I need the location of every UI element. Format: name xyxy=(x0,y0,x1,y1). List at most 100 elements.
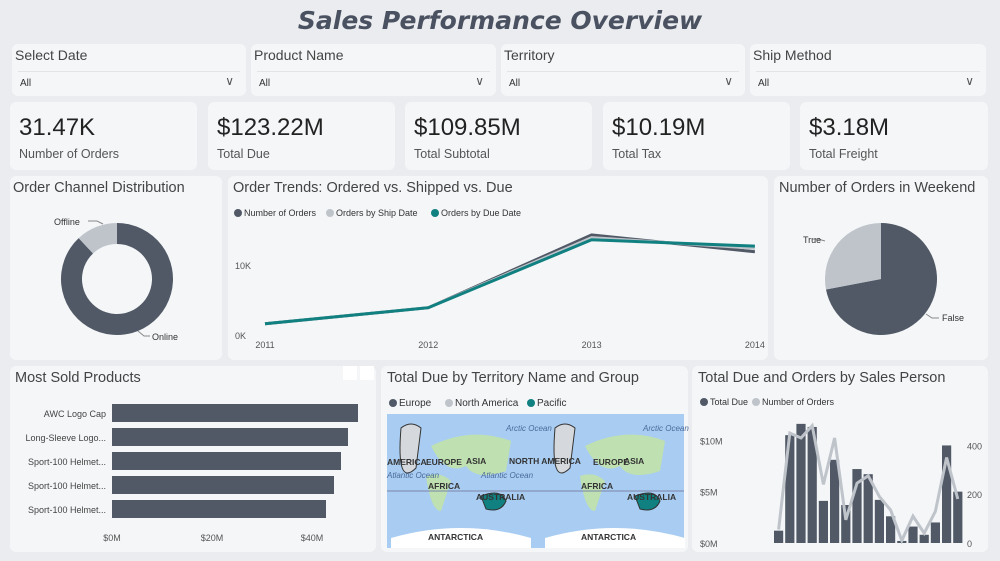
y-right-tick-label: 0 xyxy=(967,539,972,549)
y-tick-label: 0K xyxy=(235,331,246,341)
kpi-value: $10.19M xyxy=(612,114,706,141)
land-eurasia xyxy=(585,434,665,475)
x-tick-label: $0M xyxy=(103,533,121,543)
filter-product-name[interactable]: Product Name All ∨ xyxy=(251,44,496,96)
map-label: EUROPE xyxy=(593,457,629,467)
bar-chart: AWC Logo Cap Long-Sleeve Logo... Sport-100… xyxy=(25,366,374,543)
kpi-label: Total Freight xyxy=(809,147,878,161)
focus-mode-icon xyxy=(343,366,357,380)
dropdown[interactable]: All ∨ xyxy=(257,71,490,91)
y-tick-label: 10K xyxy=(235,261,251,271)
dropdown-value: All xyxy=(20,78,32,89)
filter-ship-method[interactable]: Ship Method All ∨ xyxy=(750,44,986,96)
bar xyxy=(112,500,326,518)
leader-line xyxy=(812,238,826,242)
map-label: Atlantic Ocean xyxy=(480,471,534,480)
map-label: ASIA xyxy=(466,456,486,466)
kpi-value: $3.18M xyxy=(809,114,890,141)
kpi-total-due: $123.22M Total Due xyxy=(208,102,395,170)
map-label: Arctic Ocean xyxy=(642,424,689,433)
territory-map-card: Total Due by Territory Name and Group Eu… xyxy=(381,366,689,552)
chevron-down-icon[interactable]: ∨ xyxy=(475,74,484,88)
legend-marker xyxy=(527,399,535,407)
map-label: ANTARCTICA xyxy=(581,532,636,542)
north-america-region xyxy=(553,423,576,474)
legend-marker xyxy=(700,398,708,406)
x-tick-label: $40M xyxy=(301,533,324,543)
bar xyxy=(886,516,896,543)
bar xyxy=(874,499,884,543)
map-label: EUROPE xyxy=(426,457,462,467)
chevron-down-icon[interactable]: ∨ xyxy=(724,74,733,88)
bar xyxy=(112,476,334,494)
map-label: AUSTRALIA xyxy=(627,492,676,502)
kpi-total-tax: $10.19M Total Tax xyxy=(603,102,790,170)
dropdown[interactable]: All ∨ xyxy=(507,71,739,91)
legend-marker xyxy=(389,399,397,407)
dropdown-value: All xyxy=(758,78,770,89)
australia-region xyxy=(634,492,661,511)
kpi-value: $123.22M xyxy=(217,114,324,141)
legend-item: Number of Orders xyxy=(244,208,317,218)
bar xyxy=(863,474,873,543)
map-label: AFRICA xyxy=(581,481,613,491)
chart-title: Most Sold Products xyxy=(15,370,141,386)
legend-marker xyxy=(431,209,439,217)
category-label: AWC Logo Cap xyxy=(44,409,106,419)
most-sold-card: Most Sold Products AWC Logo Cap Long-Slee… xyxy=(10,366,376,552)
map-label: AUSTRALIA xyxy=(476,492,525,502)
category-label: Sport-100 Helmet... xyxy=(28,457,106,467)
legend-item: Pacific xyxy=(537,398,566,409)
bar xyxy=(942,445,952,543)
filter-territory[interactable]: Territory All ∨ xyxy=(501,44,745,96)
dropdown[interactable]: All ∨ xyxy=(18,71,240,91)
dropdown[interactable]: All ∨ xyxy=(756,71,980,91)
more-options-icon xyxy=(360,366,374,380)
weekend-orders-card: Number of Orders in Weekend True False xyxy=(774,176,988,360)
x-tick-label: 2012 xyxy=(418,340,438,350)
line-chart: Number of Orders Orders by Ship Date Order… xyxy=(234,208,765,350)
y-left-tick-label: $10M xyxy=(700,436,723,446)
order-trends-card: Order Trends: Ordered vs. Shipped vs. Du… xyxy=(228,176,768,360)
map-label: AFRICA xyxy=(428,481,460,491)
donut-slice-online xyxy=(60,223,174,335)
legend-item: Total Due xyxy=(710,397,748,407)
category-label: Long-Sleeve Logo... xyxy=(25,433,106,443)
dropdown-value: All xyxy=(509,78,521,89)
pie-slice-false xyxy=(825,223,937,335)
map-label: NORTH AMERICA xyxy=(509,456,581,466)
series-line-2 xyxy=(264,238,755,326)
order-channel-card: Order Channel Distribution Offline Online xyxy=(10,176,222,360)
map-label: AMERICA xyxy=(387,457,427,467)
kpi-total-freight: $3.18M Total Freight xyxy=(800,102,988,170)
category-label: Sport-100 Helmet... xyxy=(28,481,106,491)
kpi-value: $109.85M xyxy=(414,114,521,141)
chart-title: Total Due and Orders by Sales Person xyxy=(698,370,946,386)
pie-slice-true xyxy=(825,223,881,290)
page-title: Sales Performance Overview xyxy=(297,6,703,35)
land-africa xyxy=(426,474,451,511)
chevron-down-icon[interactable]: ∨ xyxy=(225,74,234,88)
map-chart[interactable]: Europe North America Pacific Arctic Ocean AM… xyxy=(381,366,689,552)
chart-title: Total Due by Territory Name and Group xyxy=(387,370,639,386)
legend-marker xyxy=(752,398,760,406)
bar xyxy=(112,428,348,446)
bar xyxy=(818,500,828,543)
bar xyxy=(112,452,341,470)
bar xyxy=(930,522,940,543)
bar xyxy=(852,469,862,543)
y-left-tick-label: $0M xyxy=(700,539,718,549)
bar xyxy=(774,530,784,543)
australia-region xyxy=(480,492,507,511)
filter-label: Territory xyxy=(504,47,555,63)
legend-marker xyxy=(326,209,334,217)
kpi-total-subtotal: $109.85M Total Subtotal xyxy=(405,102,592,170)
legend-item: Orders by Ship Date xyxy=(336,208,418,218)
chevron-down-icon[interactable]: ∨ xyxy=(965,74,974,88)
category-label: Sport-100 Helmet... xyxy=(28,505,106,515)
donut-chart: Offline Online xyxy=(54,217,178,342)
north-america-region xyxy=(399,423,422,474)
y-right-tick-label: 400 xyxy=(967,441,982,451)
legend-item: North America xyxy=(455,398,519,409)
filter-select-date[interactable]: Select Date All ∨ xyxy=(12,44,246,96)
